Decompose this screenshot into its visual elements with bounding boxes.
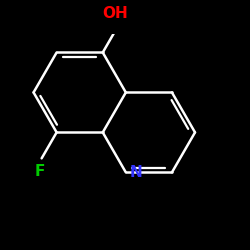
Text: F: F — [34, 164, 44, 179]
Text: OH: OH — [102, 6, 128, 21]
Text: N: N — [130, 165, 142, 180]
